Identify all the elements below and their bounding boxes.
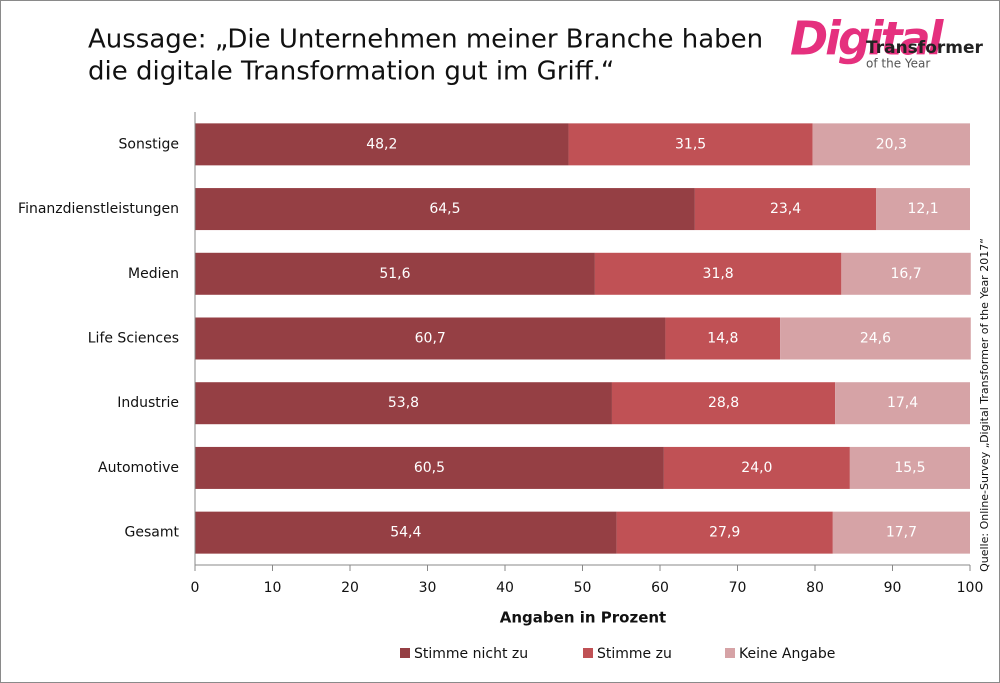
bar-segment bbox=[841, 252, 971, 295]
bar-segment bbox=[611, 382, 836, 425]
bar-segment bbox=[694, 188, 877, 231]
value-label: 51,6 bbox=[379, 266, 410, 282]
x-tick-label: 30 bbox=[419, 580, 437, 596]
logo-text: of the Year bbox=[866, 57, 930, 71]
legend-swatch bbox=[400, 648, 410, 658]
bar-segment bbox=[195, 252, 595, 295]
x-axis-label: Angaben in Prozent bbox=[500, 609, 666, 627]
value-label: 23,4 bbox=[770, 201, 801, 217]
value-label: 17,4 bbox=[887, 395, 918, 411]
y-tick-label: Gesamt bbox=[125, 525, 180, 541]
value-label: 20,3 bbox=[876, 136, 907, 152]
value-label: 15,5 bbox=[894, 460, 925, 476]
y-tick-label: Finanzdienstleistungen bbox=[18, 201, 179, 217]
chart-title: Aussage: „Die Unternehmen meiner Branche… bbox=[88, 25, 763, 55]
bar-segment bbox=[849, 446, 970, 489]
bar-segment bbox=[835, 382, 970, 425]
value-label: 24,6 bbox=[860, 331, 891, 347]
x-tick-label: 100 bbox=[957, 580, 984, 596]
bar-segment bbox=[195, 382, 612, 425]
logo-text: Transformer bbox=[866, 38, 984, 58]
value-label: 48,2 bbox=[366, 136, 397, 152]
bar-segment bbox=[780, 317, 971, 360]
x-tick-label: 70 bbox=[729, 580, 747, 596]
bar-segment bbox=[665, 317, 781, 360]
value-label: 16,7 bbox=[890, 266, 921, 282]
value-label: 64,5 bbox=[429, 201, 460, 217]
value-label: 60,5 bbox=[414, 460, 445, 476]
value-label: 53,8 bbox=[388, 395, 419, 411]
x-tick-label: 60 bbox=[651, 580, 669, 596]
legend-label: Stimme zu bbox=[597, 646, 672, 662]
bar-segment bbox=[594, 252, 842, 295]
y-tick-label: Life Sciences bbox=[88, 331, 179, 347]
value-label: 28,8 bbox=[708, 395, 739, 411]
bar-segment bbox=[195, 317, 666, 360]
value-label: 60,7 bbox=[415, 331, 446, 347]
value-label: 31,8 bbox=[703, 266, 734, 282]
bar-segment bbox=[195, 446, 664, 489]
legend-swatch bbox=[725, 648, 735, 658]
y-tick-label: Automotive bbox=[98, 460, 179, 476]
x-tick-label: 90 bbox=[884, 580, 902, 596]
value-label: 17,7 bbox=[886, 525, 917, 541]
legend-swatch bbox=[583, 648, 593, 658]
value-label: 12,1 bbox=[908, 201, 939, 217]
value-label: 24,0 bbox=[741, 460, 772, 476]
legend-label: Stimme nicht zu bbox=[414, 646, 528, 662]
x-tick-label: 80 bbox=[806, 580, 824, 596]
legend-label: Keine Angabe bbox=[739, 646, 835, 662]
logo-mark: Digital bbox=[790, 12, 945, 66]
bar-segment bbox=[876, 188, 970, 231]
bar-segment bbox=[195, 511, 617, 554]
x-tick-label: 0 bbox=[191, 580, 200, 596]
chart-title: die digitale Transformation gut im Griff… bbox=[88, 57, 614, 87]
source-note: Quelle: Online-Survey „Digital Transform… bbox=[978, 238, 991, 572]
bar-segment bbox=[616, 511, 833, 554]
bar-segment bbox=[195, 123, 569, 166]
bar-segment bbox=[832, 511, 970, 554]
x-tick-label: 10 bbox=[264, 580, 282, 596]
y-tick-label: Medien bbox=[128, 266, 179, 282]
y-tick-label: Sonstige bbox=[119, 136, 180, 152]
value-label: 27,9 bbox=[709, 525, 740, 541]
value-label: 54,4 bbox=[390, 525, 421, 541]
value-label: 31,5 bbox=[675, 136, 706, 152]
x-tick-label: 40 bbox=[496, 580, 514, 596]
bar-segment bbox=[663, 446, 850, 489]
x-tick-label: 50 bbox=[574, 580, 592, 596]
x-tick-label: 20 bbox=[341, 580, 359, 596]
bar-segment bbox=[195, 188, 695, 231]
value-label: 14,8 bbox=[707, 331, 738, 347]
bar-segment bbox=[568, 123, 813, 166]
y-tick-label: Industrie bbox=[117, 395, 179, 411]
bar-segment bbox=[812, 123, 970, 166]
